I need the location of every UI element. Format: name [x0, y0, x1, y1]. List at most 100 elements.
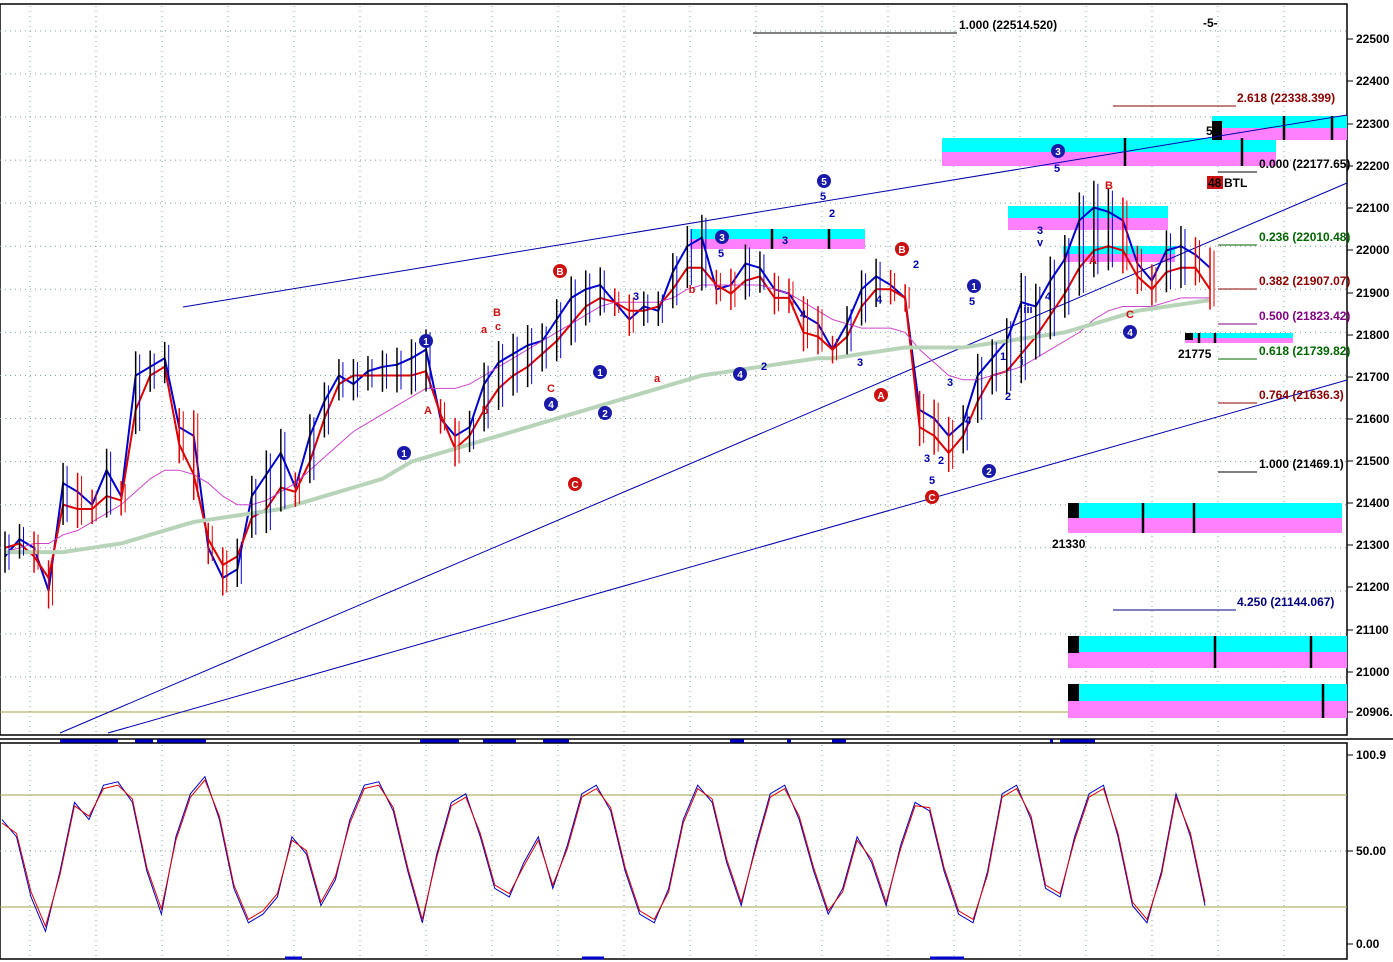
wave-circle-label: C	[571, 480, 578, 491]
wave-label-red: c	[495, 321, 501, 333]
wave-circle-blue	[419, 334, 433, 348]
zone-cyan	[942, 138, 1276, 152]
osc-axis-tick-label: 100.9	[1356, 748, 1386, 762]
wave-circle-blue	[598, 406, 612, 420]
zone-marker	[1068, 503, 1079, 518]
wave-circle-label: 1	[423, 337, 429, 348]
zone-pink	[1063, 254, 1175, 262]
zone-marker	[1185, 333, 1193, 340]
wave-circle-label: 5	[821, 177, 827, 188]
zone-pink	[1068, 701, 1347, 718]
axis-tick-label: 22500	[1356, 32, 1390, 46]
stoch-k-line	[1, 775, 1206, 933]
annotations: 21775 21330 -5- 5 48 BTL	[60, 16, 1247, 960]
wave-label-blue: 4	[1045, 291, 1052, 303]
badge-48-text: 48	[1208, 176, 1222, 190]
wave-circle-label: B	[556, 267, 563, 278]
price-bars	[4, 180, 1215, 609]
wave-circle-label: 4	[737, 370, 743, 381]
wave-label-blue: v	[1037, 237, 1044, 249]
zone-pink	[1008, 218, 1168, 230]
wave-circle-label: 1	[597, 368, 603, 379]
fib-label: 0.000 (22177.65)	[1259, 157, 1350, 171]
zone-cyan	[1068, 636, 1347, 652]
wave-label-blue: 3	[857, 357, 863, 369]
zone-cyan	[1068, 503, 1342, 518]
wave-label-blue: 5	[718, 248, 724, 260]
wave-circle-red	[553, 264, 567, 278]
fib-label: 0.382 (21907.07)	[1259, 274, 1350, 288]
target-zones	[690, 116, 1347, 718]
zone-marker	[1068, 636, 1079, 653]
wave-label-blue: 2	[761, 361, 767, 373]
axis-tick-label: 21400	[1356, 496, 1390, 510]
wave-label-blue: 3	[782, 235, 788, 247]
wave-circle-label: B	[898, 245, 905, 256]
axis-tick-label: 21300	[1356, 538, 1390, 552]
upper-band-line	[4, 206, 1211, 592]
wave-circle-label: C	[928, 493, 935, 504]
wave-label-blue: i	[1020, 356, 1023, 368]
wave-circle-blue	[397, 446, 411, 460]
wave-circle-blue	[967, 279, 981, 293]
main-frame	[0, 3, 1348, 736]
zone-cyan	[1068, 684, 1347, 701]
axis-tick-label: 22100	[1356, 201, 1390, 215]
level-21330-label: 21330	[1052, 537, 1086, 551]
wave-circle-red	[874, 388, 888, 402]
zone-pink	[1185, 338, 1293, 343]
axis-tick-label: 21900	[1356, 286, 1390, 300]
wave-circle-label: 2	[986, 467, 992, 478]
fibonacci-levels: 1.000 (22514.520) 2.618 (22338.399) 0.000 …	[753, 18, 1350, 611]
wave-label-blue: 4	[965, 415, 972, 427]
wave-label-red: a	[481, 324, 488, 336]
slow-average-line	[4, 284, 1210, 553]
grid-lines	[0, 3, 1393, 960]
wave-label-red: B	[1105, 180, 1113, 192]
zone-pink	[1068, 518, 1342, 533]
wave-circle-blue	[593, 365, 607, 379]
wave-circle-red	[895, 242, 909, 256]
wave-label-red: b	[482, 405, 489, 417]
wave-label-red: C	[1126, 309, 1134, 321]
lower-band-line	[4, 245, 1211, 581]
fib-label: 0.500 (21823.42)	[1259, 309, 1350, 323]
fib-label: 0.236 (22010.48)	[1259, 230, 1350, 244]
zone-pink	[1068, 652, 1347, 668]
wave-label-blue: 2	[938, 455, 944, 467]
trend-channel-lines	[59, 114, 1348, 734]
wave-label-blue: 4	[800, 309, 807, 321]
osc-axis-tick-label: 50.00	[1356, 844, 1386, 858]
wave-label-blue: 3	[633, 291, 639, 303]
wave-circle-red	[925, 490, 939, 504]
zone-cyan	[690, 229, 865, 239]
fib-label: 2.618 (22338.399)	[1237, 91, 1335, 105]
wave-circle-label: 3	[1055, 147, 1061, 158]
channel-line	[59, 182, 1348, 734]
zone-cyan	[1212, 116, 1347, 128]
stochastic-oscillator	[1, 775, 1206, 933]
zone-pink	[690, 239, 865, 249]
wave-label-blue: 2	[829, 208, 835, 220]
wave-label-red: a	[654, 373, 661, 385]
level-21775-label: 21775	[1178, 347, 1212, 361]
channel-line	[182, 114, 1348, 308]
badge-48	[1207, 176, 1223, 189]
fib-label: 1.000 (21469.1)	[1259, 457, 1344, 471]
fib-label: 1.000 (22514.520)	[959, 18, 1057, 32]
fib-label: 0.764 (21636.3)	[1259, 388, 1344, 402]
wave-label-blue: 3	[1037, 225, 1043, 237]
wave-circle-blue	[715, 230, 729, 244]
wave-circle-label: 4	[1127, 328, 1133, 339]
axis-tick-label: 21500	[1356, 454, 1390, 468]
badge-btl-text: BTL	[1224, 176, 1247, 190]
wave-5-label: 5	[1206, 124, 1213, 138]
axis-tick-label: 21700	[1356, 370, 1390, 384]
wave-label-blue: 2	[1005, 391, 1011, 403]
axis-tick-label: 21600	[1356, 412, 1390, 426]
axis-tick-label: 21100	[1356, 623, 1389, 637]
axis-tick-label: 22300	[1356, 117, 1390, 131]
wave-circle-label: A	[877, 391, 884, 402]
zone-pink	[1212, 128, 1347, 140]
